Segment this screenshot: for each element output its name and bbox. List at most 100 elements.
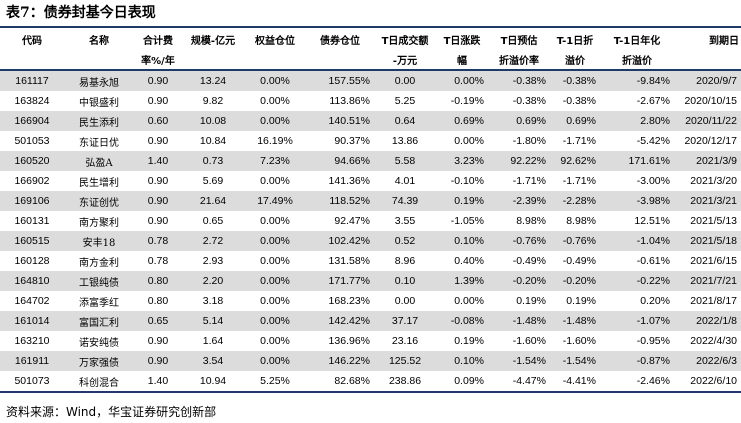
cell-est-premium: -1.80%: [512, 135, 546, 147]
col-annual-premium-header-2: 折溢价: [600, 49, 674, 71]
title-rule: [0, 26, 741, 28]
col-size-header: 规模-亿元: [190, 35, 236, 47]
cell-name: 民生增利: [79, 177, 119, 189]
cell-fee: 1.40: [134, 151, 182, 171]
cell-size: 2.93: [202, 255, 224, 267]
cell-fee: 0.78: [134, 231, 182, 251]
cell-equity: 0.00%: [260, 215, 290, 227]
cell-code: 160128: [14, 255, 50, 267]
col-turnover-header: T日成交额: [381, 35, 429, 47]
cell-code: 163210: [14, 335, 50, 347]
cell-turnover: 4.01: [394, 175, 416, 187]
cell-code: 501073: [0, 371, 64, 393]
col-annual-premium-header: T-1日年化: [613, 35, 661, 47]
cell-turnover: 5.58: [374, 151, 436, 171]
table-row: 161014 富国汇利 0.65 5.14 0.00% 142.42% 37.17 -0.08…: [0, 311, 741, 331]
table-row: 166904 民生添利 0.60 10.08 0.00% 140.51% 0.64 0.69%…: [0, 111, 741, 131]
cell-size: 1.64: [202, 335, 224, 347]
cell-code: 169106: [0, 191, 64, 211]
cell-annual-premium: -0.87%: [600, 351, 674, 371]
table-row: 160131 南方聚利 0.90 0.65 0.00% 92.47% 3.55 -1.05% 8…: [0, 211, 741, 231]
col-name-header: 名称: [89, 35, 109, 47]
table-row: 163210 诺安纯债 0.90 1.64 0.00% 136.96% 23.16 0.19%…: [0, 331, 741, 351]
cell-change: -0.10%: [450, 175, 484, 187]
cell-bond: 141.36%: [328, 175, 370, 187]
cell-prev-premium: -0.38%: [562, 95, 596, 107]
cell-code: 164702: [14, 295, 50, 307]
cell-change: 0.40%: [454, 255, 484, 267]
cell-code: 164810: [0, 271, 64, 291]
cell-prev-premium: -0.20%: [550, 271, 600, 291]
cell-annual-premium: -3.98%: [600, 191, 674, 211]
cell-code: 160131: [14, 215, 50, 227]
cell-est-premium: -1.71%: [512, 175, 546, 187]
table-row: 163824 中银盛利 0.90 9.82 0.00% 113.86% 5.25 -0.19%…: [0, 91, 741, 111]
cell-code: 161117: [0, 70, 64, 91]
cell-size: 10.94: [182, 371, 244, 393]
cell-equity: 17.49%: [244, 191, 306, 211]
cell-maturity: 2021/3/9: [674, 151, 741, 171]
cell-code: 166904: [0, 111, 64, 131]
cell-maturity: 2020/10/15: [684, 95, 737, 107]
table-row: 161911 万家强债 0.90 3.54 0.00% 146.22% 125.52 0.10…: [0, 351, 741, 371]
cell-turnover: 0.00: [374, 70, 436, 91]
cell-annual-premium: -2.46%: [600, 371, 674, 393]
cell-turnover: 5.25: [394, 95, 416, 107]
cell-code: 160515: [0, 231, 64, 251]
col-bond-header-2: [306, 49, 374, 71]
cell-equity: 0.00%: [244, 70, 306, 91]
table-row: 169106 东证创优 0.90 21.64 17.49% 118.52% 74.39 0.1…: [0, 191, 741, 211]
cell-bond: 140.51%: [306, 111, 374, 131]
cell-fee: 0.90: [147, 95, 169, 107]
header-row-2: 率%/年 -万元 幅 折溢价率 溢价 折溢价: [0, 49, 741, 71]
cell-equity: 0.00%: [260, 255, 290, 267]
cell-name: 添富季红: [79, 297, 119, 309]
cell-fee: 0.78: [147, 255, 169, 267]
cell-turnover: 0.52: [374, 231, 436, 251]
cell-prev-premium: -4.41%: [550, 371, 600, 393]
cell-fee: 0.90: [134, 191, 182, 211]
cell-fee: 0.90: [134, 70, 182, 91]
cell-fee: 0.90: [147, 175, 169, 187]
table-row: 164810 工银纯债 0.80 2.20 0.00% 171.77% 0.10 1.39% -…: [0, 271, 741, 291]
cell-maturity: 2021/3/21: [674, 191, 741, 211]
cell-fee: 0.65: [134, 311, 182, 331]
cell-bond: 146.22%: [306, 351, 374, 371]
cell-annual-premium: -1.07%: [600, 311, 674, 331]
cell-maturity: 2020/12/17: [684, 135, 737, 147]
cell-annual-premium: -0.61%: [636, 255, 670, 267]
cell-maturity: 2022/6/3: [674, 351, 741, 371]
cell-size: 0.65: [202, 215, 224, 227]
cell-est-premium: -1.48%: [488, 311, 550, 331]
cell-maturity: 2022/4/30: [690, 335, 737, 347]
cell-change: 0.19%: [436, 191, 488, 211]
cell-name: 东证日优: [79, 137, 119, 149]
cell-equity: 0.00%: [260, 295, 290, 307]
cell-code: 161911: [0, 351, 64, 371]
cell-fee: 0.90: [134, 351, 182, 371]
cell-size: 21.64: [182, 191, 244, 211]
table-row: 160128 南方金利 0.78 2.93 0.00% 131.58% 8.96 0.40% -…: [0, 251, 741, 271]
cell-annual-premium: 0.20%: [640, 295, 670, 307]
cell-annual-premium: -3.00%: [636, 175, 670, 187]
cell-prev-premium: -0.76%: [550, 231, 600, 251]
cell-bond: 131.58%: [328, 255, 370, 267]
cell-fee: 0.90: [147, 335, 169, 347]
col-name-header-2: [64, 49, 134, 71]
cell-code: 163824: [14, 95, 50, 107]
cell-change: 1.39%: [436, 271, 488, 291]
cell-size: 3.54: [182, 351, 244, 371]
table-row: 160520 弘盈A 1.40 0.73 7.23% 94.66% 5.58 3.23% 92.…: [0, 151, 741, 171]
cell-prev-premium: -0.49%: [562, 255, 596, 267]
cell-annual-premium: -0.95%: [636, 335, 670, 347]
cell-maturity: 2021/5/13: [690, 215, 737, 227]
cell-name: 南方金利: [79, 257, 119, 269]
cell-maturity: 2022/6/10: [674, 371, 741, 393]
cell-size: 2.72: [182, 231, 244, 251]
cell-size: 0.73: [182, 151, 244, 171]
table-row: 160515 安丰18 0.78 2.72 0.00% 102.42% 0.52 0.10% -…: [0, 231, 741, 251]
cell-code: 166902: [14, 175, 50, 187]
cell-fee: 1.40: [134, 371, 182, 393]
cell-prev-premium: 0.69%: [550, 111, 600, 131]
cell-bond: 171.77%: [306, 271, 374, 291]
